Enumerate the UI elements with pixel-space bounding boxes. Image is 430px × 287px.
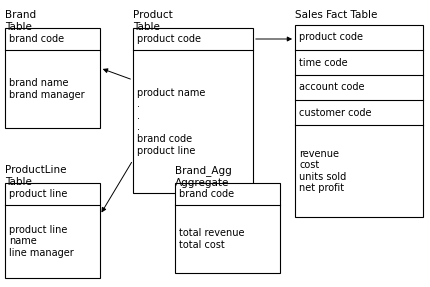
Text: Product
Table: Product Table — [133, 10, 173, 32]
Text: total revenue
total cost: total revenue total cost — [179, 228, 245, 250]
Text: brand name
brand manager: brand name brand manager — [9, 78, 85, 100]
Bar — [5, 28, 100, 128]
Text: product name
.
.
.
brand code
product line: product name . . . brand code product li… — [137, 88, 206, 156]
Text: account code: account code — [299, 82, 365, 92]
Text: brand code: brand code — [9, 34, 64, 44]
Text: revenue
cost
units sold
net profit: revenue cost units sold net profit — [299, 149, 346, 193]
Text: Brand
Table: Brand Table — [5, 10, 36, 32]
Text: time code: time code — [299, 57, 347, 67]
Text: Sales Fact Table: Sales Fact Table — [295, 10, 378, 20]
Text: product code: product code — [299, 32, 363, 42]
Text: ProductLine
Table: ProductLine Table — [5, 165, 67, 187]
Text: product line: product line — [9, 189, 68, 199]
Bar — [295, 25, 423, 217]
Bar — [175, 183, 280, 273]
Bar — [133, 28, 253, 193]
Text: product code: product code — [137, 34, 201, 44]
Text: customer code: customer code — [299, 108, 372, 117]
Text: Brand_Agg
Aggregate: Brand_Agg Aggregate — [175, 165, 232, 187]
Text: brand code: brand code — [179, 189, 234, 199]
Text: product line
name
line manager: product line name line manager — [9, 225, 74, 258]
Bar — [5, 183, 100, 278]
